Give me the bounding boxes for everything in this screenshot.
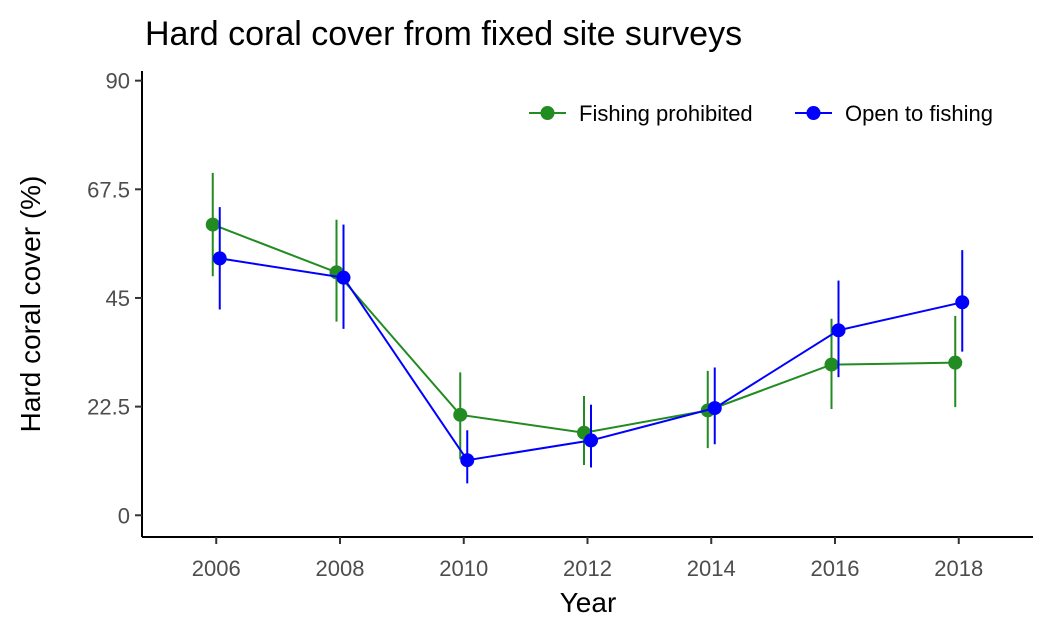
x-tick-label-2006: 2006 (192, 556, 241, 581)
legend: Fishing prohibited Open to fishing (529, 101, 993, 126)
point-open-to-fishing-2018 (955, 295, 970, 310)
x-tick-label-2008: 2008 (316, 556, 365, 581)
legend-label-open-to-fishing: Open to fishing (845, 101, 993, 126)
series-layer (205, 172, 970, 484)
y-tick-label-67-5: 67.5 (87, 177, 130, 202)
legend-item-open-to-fishing: Open to fishing (795, 101, 993, 126)
point-open-to-fishing-2008 (336, 270, 351, 285)
y-tick-label-0: 0 (118, 503, 130, 528)
x-tick-label-2016: 2016 (811, 556, 860, 581)
y-tick-label-22-5: 22.5 (87, 395, 130, 420)
point-fishing-prohibited-2006 (205, 217, 220, 232)
point-open-to-fishing-2006 (212, 251, 227, 266)
point-fishing-prohibited-2016 (824, 357, 839, 372)
point-open-to-fishing-2010 (460, 453, 475, 468)
y-ticks: 0 22.5 45 67.5 90 (87, 69, 142, 528)
point-open-to-fishing-2016 (831, 323, 846, 338)
y-tick-label-45: 45 (106, 286, 130, 311)
legend-item-fishing-prohibited: Fishing prohibited (529, 101, 753, 126)
x-tick-label-2018: 2018 (934, 556, 983, 581)
chart-title: Hard coral cover from fixed site surveys (145, 15, 742, 53)
y-axis-title: Hard coral cover (%) (15, 176, 46, 433)
series-fishing-prohibited (205, 172, 963, 466)
y-tick-label-90: 90 (106, 69, 130, 94)
x-tick-label-2012: 2012 (563, 556, 612, 581)
x-axis-title: Year (560, 587, 617, 618)
x-ticks: 2006 2008 2010 2012 2014 2016 2018 (192, 537, 983, 581)
legend-label-fishing-prohibited: Fishing prohibited (579, 101, 753, 126)
legend-marker-open-to-fishing (806, 106, 821, 120)
legend-marker-fishing-prohibited (540, 106, 555, 120)
point-open-to-fishing-2014 (707, 401, 722, 416)
point-open-to-fishing-2012 (584, 433, 598, 448)
series-open-to-fishing (212, 207, 970, 484)
x-tick-label-2014: 2014 (687, 556, 736, 581)
x-tick-label-2010: 2010 (439, 556, 488, 581)
point-fishing-prohibited-2010 (453, 407, 468, 422)
point-fishing-prohibited-2018 (948, 355, 963, 370)
